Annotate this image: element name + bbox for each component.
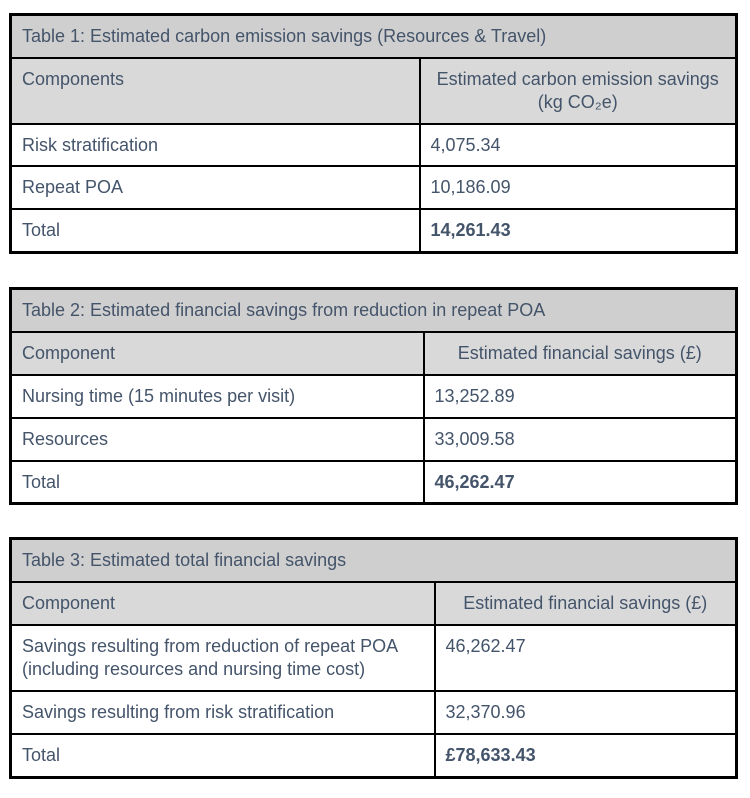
table-total-row: Total 14,261.43	[9, 208, 738, 254]
table-3-header-component: Component	[9, 581, 436, 627]
row-label: Repeat POA	[9, 165, 421, 211]
table-1-title-row: Table 1: Estimated carbon emission savin…	[9, 13, 738, 59]
table-2-header-value: Estimated financial savings (£)	[422, 331, 738, 376]
table-2-header-row: Component Estimated financial savings (£…	[9, 331, 738, 376]
table-row: Nursing time (15 minutes per visit) 13,2…	[9, 373, 738, 419]
table-3-title: Table 3: Estimated total financial savin…	[9, 537, 738, 584]
row-value: 4,075.34	[418, 122, 738, 168]
row-label: Resources	[9, 416, 425, 462]
table-1-header-row: Components Estimated carbon emission sav…	[9, 56, 738, 125]
row-label: Total	[9, 732, 436, 779]
row-label: Total	[9, 459, 425, 505]
table-1-carbon-emission-savings: Table 1: Estimated carbon emission savin…	[9, 13, 738, 255]
table-total-row: Total £78,633.43	[9, 732, 738, 779]
table-1-title: Table 1: Estimated carbon emission savin…	[9, 13, 738, 59]
row-value: 32,370.96	[433, 689, 738, 735]
table-2-header-component: Component	[9, 331, 425, 376]
table-3-header-value: Estimated financial savings (£)	[433, 581, 738, 627]
row-label: Risk stratification	[9, 122, 421, 168]
row-label: Savings resulting from reduction of repe…	[9, 624, 436, 692]
row-value: 13,252.89	[422, 373, 738, 419]
table-row: Savings resulting from reduction of repe…	[9, 624, 738, 692]
row-label: Total	[9, 208, 421, 254]
table-row: Resources 33,009.58	[9, 416, 738, 462]
row-label: Nursing time (15 minutes per visit)	[9, 373, 425, 419]
row-value: 33,009.58	[422, 416, 738, 462]
row-value: £78,633.43	[433, 732, 738, 779]
row-label: Savings resulting from risk stratificati…	[9, 689, 436, 735]
row-value: 46,262.47	[422, 459, 738, 505]
table-3-header-row: Component Estimated financial savings (£…	[9, 581, 738, 627]
table-2-financial-savings-repeat-poa: Table 2: Estimated financial savings fro…	[9, 287, 738, 506]
table-1-header-value: Estimated carbon emission savings (kg CO…	[418, 56, 738, 125]
table-total-row: Total 46,262.47	[9, 459, 738, 505]
table-row: Repeat POA 10,186.09	[9, 165, 738, 211]
row-value: 10,186.09	[418, 165, 738, 211]
table-2-title-row: Table 2: Estimated financial savings fro…	[9, 287, 738, 334]
row-value: 14,261.43	[418, 208, 738, 254]
table-3-total-financial-savings: Table 3: Estimated total financial savin…	[9, 537, 738, 779]
row-value: 46,262.47	[433, 624, 738, 692]
table-row: Risk stratification 4,075.34	[9, 122, 738, 168]
table-row: Savings resulting from risk stratificati…	[9, 689, 738, 735]
table-2-title: Table 2: Estimated financial savings fro…	[9, 287, 738, 334]
table-1-header-components: Components	[9, 56, 421, 125]
table-3-title-row: Table 3: Estimated total financial savin…	[9, 537, 738, 584]
